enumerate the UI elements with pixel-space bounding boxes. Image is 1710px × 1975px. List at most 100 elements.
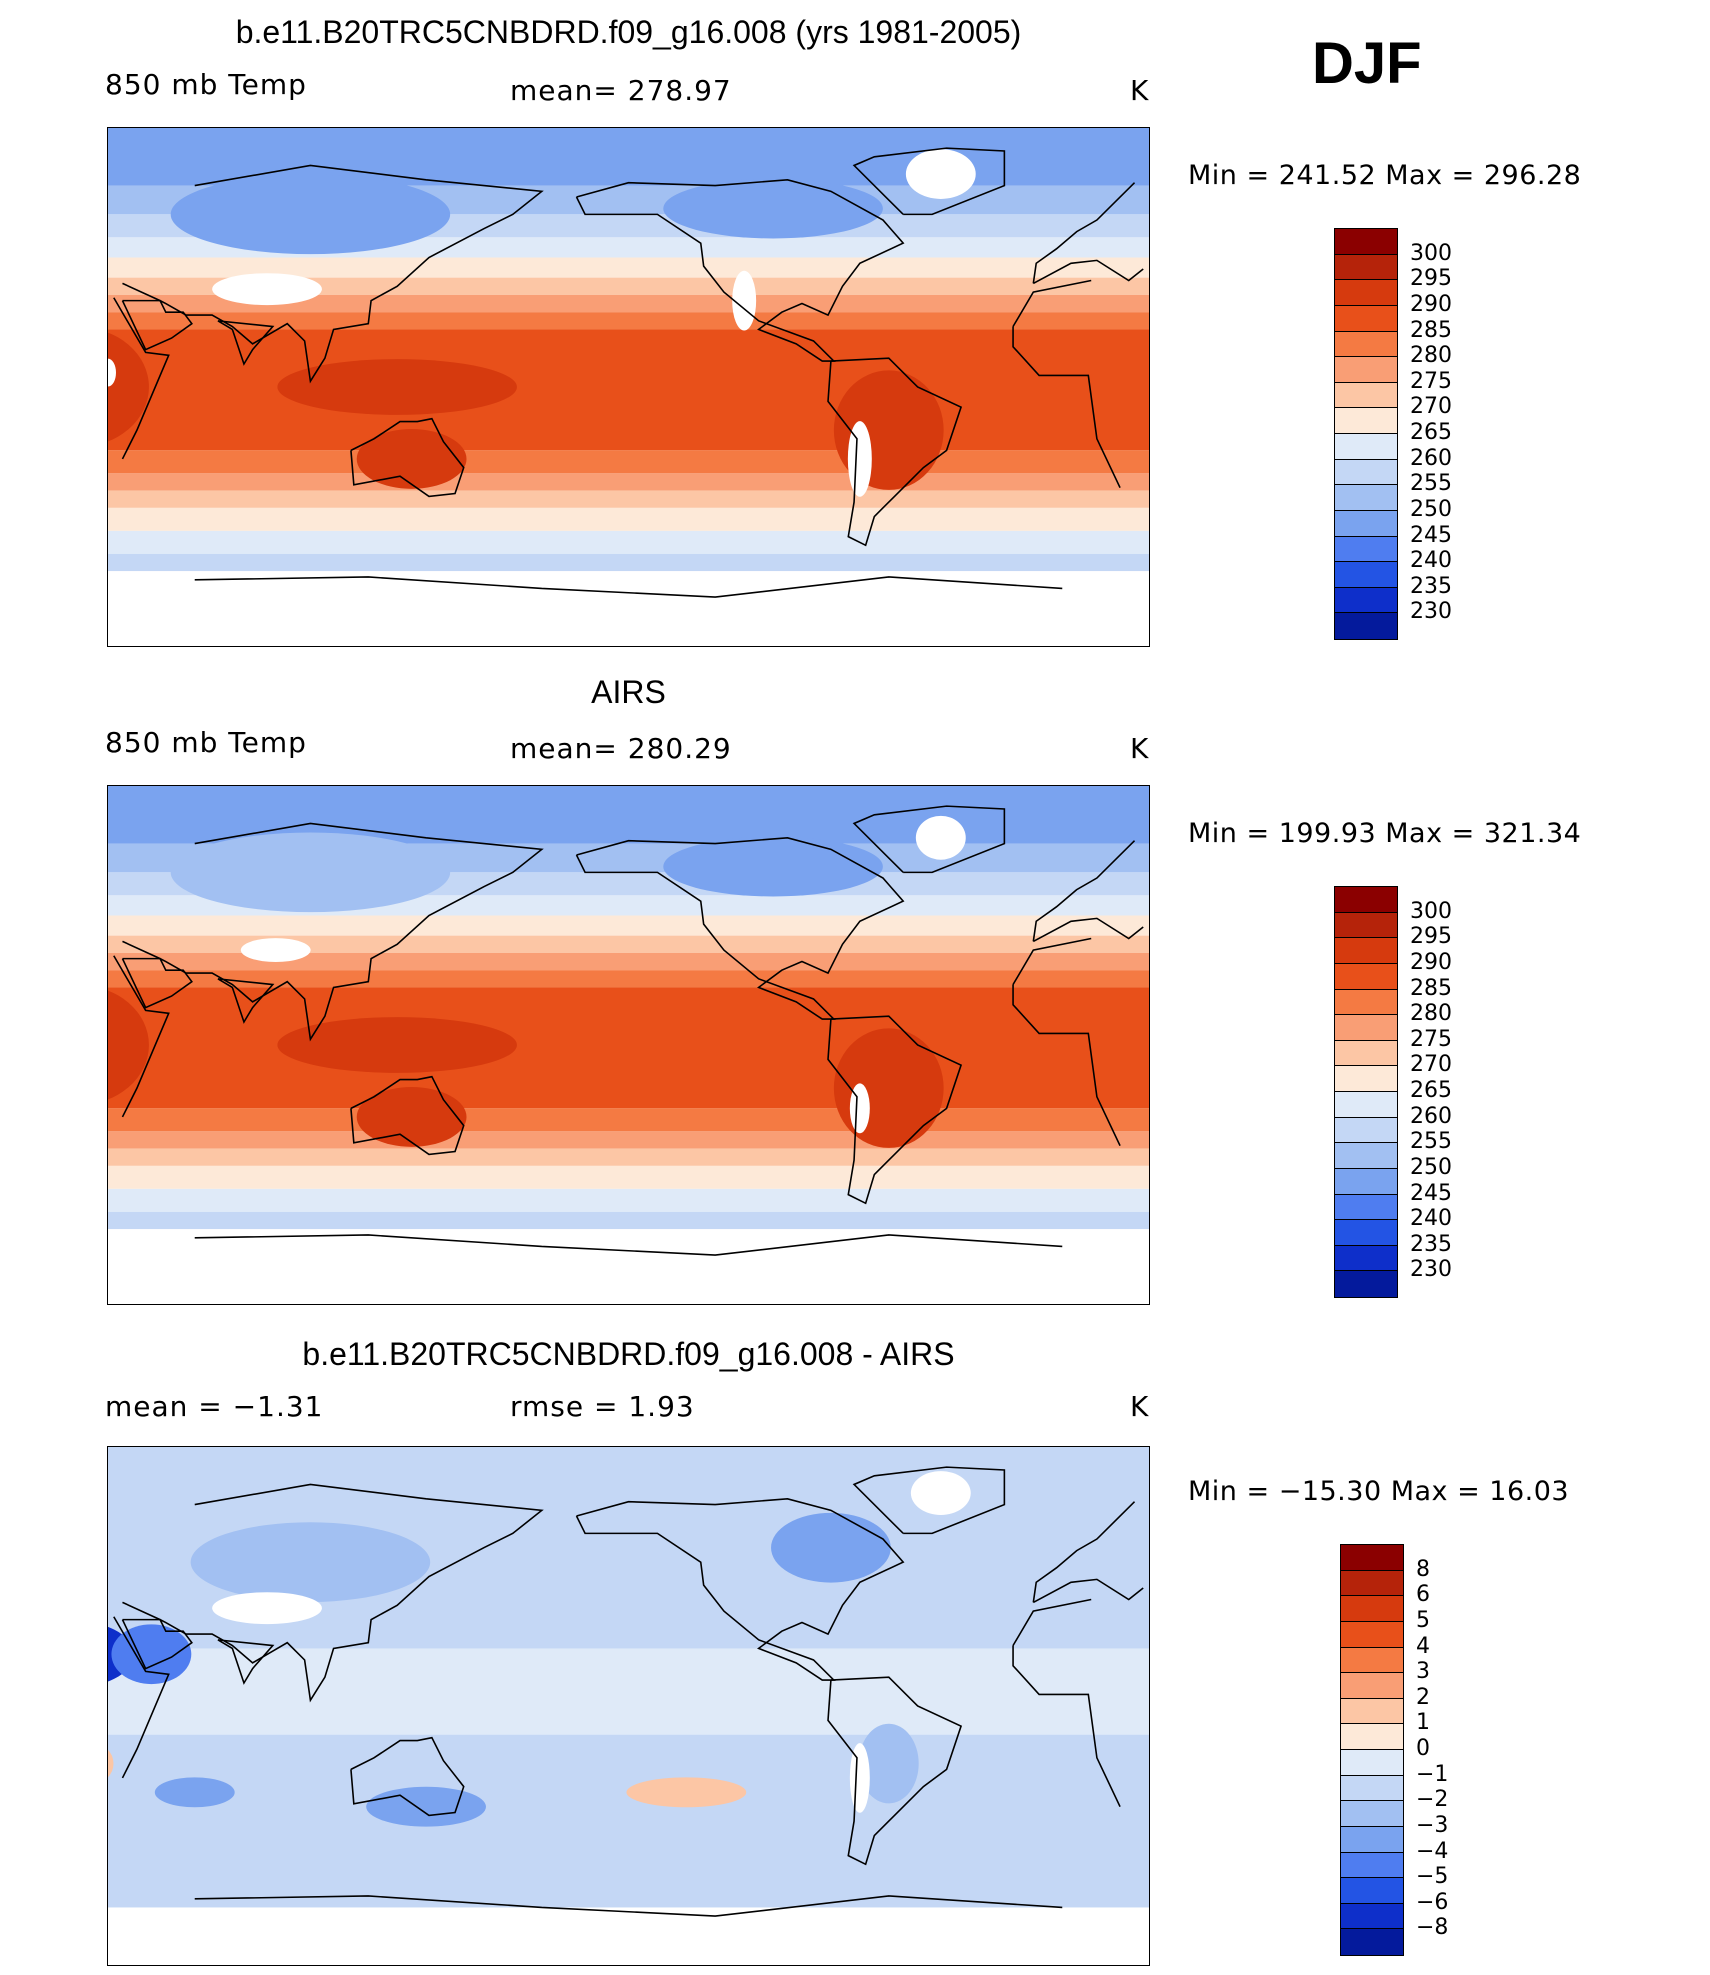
colorbar-label: 255 bbox=[1410, 1129, 1452, 1155]
colorbar-swatch bbox=[1341, 1801, 1403, 1827]
colorbar-swatch bbox=[1335, 989, 1397, 1016]
colorbar-label: 295 bbox=[1410, 924, 1452, 950]
colorbar-swatch bbox=[1335, 1015, 1397, 1041]
panel-2-colorbar bbox=[1334, 886, 1398, 1298]
map-field bbox=[108, 786, 1149, 1304]
panel-3-minmax: Min = −15.30 Max = 16.03 bbox=[1188, 1476, 1570, 1507]
colorbar-label: 245 bbox=[1410, 522, 1452, 548]
colorbar-swatch bbox=[1341, 1724, 1403, 1750]
colorbar-swatch bbox=[1335, 1220, 1397, 1246]
colorbar-swatch bbox=[1335, 562, 1397, 588]
colorbar-label: 270 bbox=[1410, 394, 1452, 420]
colorbar-label: 240 bbox=[1410, 1206, 1452, 1232]
colorbar-label: −6 bbox=[1416, 1889, 1449, 1915]
panel-3-mean-label: mean = −1.31 bbox=[105, 1390, 324, 1423]
colorbar-swatch bbox=[1341, 1570, 1403, 1597]
panel-3-rmse-label: rmse = 1.93 bbox=[510, 1390, 695, 1423]
colorbar-label: 265 bbox=[1410, 1078, 1452, 1103]
colorbar-swatch bbox=[1335, 459, 1397, 486]
panel-2-mean-label: mean= 280.29 bbox=[510, 732, 732, 765]
colorbar-swatch bbox=[1335, 408, 1397, 434]
colorbar-label: 300 bbox=[1410, 240, 1452, 266]
colorbar-swatch bbox=[1335, 963, 1397, 990]
colorbar-label: −5 bbox=[1416, 1864, 1449, 1890]
map-field bbox=[108, 1447, 1149, 1965]
colorbar-swatch bbox=[1341, 1698, 1403, 1725]
colorbar-label: 280 bbox=[1410, 1001, 1452, 1027]
colorbar-label: 1 bbox=[1416, 1710, 1430, 1736]
colorbar-swatch bbox=[1341, 1596, 1403, 1622]
colorbar-swatch bbox=[1335, 912, 1397, 939]
colorbar-label: −3 bbox=[1416, 1812, 1449, 1838]
colorbar-swatch bbox=[1341, 1621, 1403, 1648]
colorbar-label: 240 bbox=[1410, 548, 1452, 574]
colorbar-label: 245 bbox=[1410, 1180, 1452, 1206]
colorbar-swatch bbox=[1335, 1194, 1397, 1221]
colorbar-swatch bbox=[1335, 1092, 1397, 1118]
panel-3-map bbox=[107, 1446, 1150, 1966]
panel-1-variable-label: 850 mb Temp bbox=[105, 68, 307, 101]
colorbar-label: 2 bbox=[1416, 1684, 1430, 1710]
colorbar-label: 290 bbox=[1410, 291, 1452, 317]
colorbar-label: 230 bbox=[1410, 1257, 1452, 1283]
colorbar-swatch bbox=[1341, 1929, 1403, 1955]
colorbar-swatch bbox=[1341, 1545, 1403, 1571]
panel-1-map bbox=[107, 127, 1150, 647]
colorbar-swatch bbox=[1335, 587, 1397, 614]
colorbar-swatch bbox=[1335, 1168, 1397, 1195]
colorbar-swatch bbox=[1335, 485, 1397, 511]
panel-1-colorbar bbox=[1334, 228, 1398, 640]
colorbar-swatch bbox=[1341, 1647, 1403, 1674]
colorbar-swatch bbox=[1335, 613, 1397, 639]
colorbar-swatch bbox=[1335, 254, 1397, 281]
colorbar-label: 285 bbox=[1410, 975, 1452, 1001]
colorbar-label: −8 bbox=[1416, 1915, 1449, 1941]
colorbar-label: 265 bbox=[1410, 420, 1452, 445]
colorbar-swatch bbox=[1335, 938, 1397, 964]
colorbar-swatch bbox=[1341, 1750, 1403, 1776]
colorbar-label: 250 bbox=[1410, 496, 1452, 522]
colorbar-label: 275 bbox=[1410, 1026, 1452, 1052]
colorbar-label: 260 bbox=[1410, 1103, 1452, 1129]
colorbar-label: 0 bbox=[1416, 1736, 1430, 1761]
panel-3-units: K bbox=[1130, 1390, 1150, 1423]
colorbar-label: 280 bbox=[1410, 343, 1452, 369]
colorbar-label: −1 bbox=[1416, 1761, 1449, 1787]
panel-1-minmax: Min = 241.52 Max = 296.28 bbox=[1188, 160, 1582, 191]
colorbar-swatch bbox=[1335, 1066, 1397, 1092]
colorbar-label: 285 bbox=[1410, 317, 1452, 343]
panel-1-title: b.e11.B20TRC5CNBDRD.f09_g16.008 (yrs 198… bbox=[235, 14, 1022, 50]
colorbar-swatch bbox=[1335, 357, 1397, 383]
colorbar-swatch bbox=[1341, 1673, 1403, 1699]
colorbar-swatch bbox=[1335, 1271, 1397, 1297]
colorbar-label: 295 bbox=[1410, 266, 1452, 292]
colorbar-swatch bbox=[1341, 1903, 1403, 1930]
colorbar-label: 235 bbox=[1410, 573, 1452, 599]
panel-2-map bbox=[107, 785, 1150, 1305]
panel-2-minmax: Min = 199.93 Max = 321.34 bbox=[1188, 818, 1582, 849]
colorbar-swatch bbox=[1335, 229, 1397, 255]
panel-3-colorbar bbox=[1340, 1544, 1404, 1956]
panel-1-mean-label: mean= 278.97 bbox=[510, 74, 732, 107]
colorbar-swatch bbox=[1335, 1143, 1397, 1169]
colorbar-swatch bbox=[1335, 434, 1397, 460]
colorbar-label: −4 bbox=[1416, 1838, 1449, 1864]
colorbar-label: 275 bbox=[1410, 368, 1452, 394]
colorbar-label: 300 bbox=[1410, 898, 1452, 924]
colorbar-swatch bbox=[1341, 1775, 1403, 1802]
colorbar-label: −2 bbox=[1416, 1787, 1449, 1813]
colorbar-label: 250 bbox=[1410, 1154, 1452, 1180]
season-label: DJF bbox=[1312, 31, 1422, 96]
colorbar-swatch bbox=[1341, 1878, 1403, 1904]
panel-2-variable-label: 850 mb Temp bbox=[105, 726, 307, 759]
colorbar-label: 4 bbox=[1416, 1633, 1430, 1659]
colorbar-label: 260 bbox=[1410, 445, 1452, 471]
colorbar-swatch bbox=[1341, 1852, 1403, 1879]
colorbar-label: 270 bbox=[1410, 1052, 1452, 1078]
colorbar-label: 5 bbox=[1416, 1607, 1430, 1633]
panel-2-units: K bbox=[1130, 732, 1150, 765]
colorbar-swatch bbox=[1335, 1117, 1397, 1144]
colorbar-swatch bbox=[1335, 280, 1397, 306]
colorbar-label: 6 bbox=[1416, 1582, 1430, 1608]
colorbar-swatch bbox=[1335, 1040, 1397, 1067]
